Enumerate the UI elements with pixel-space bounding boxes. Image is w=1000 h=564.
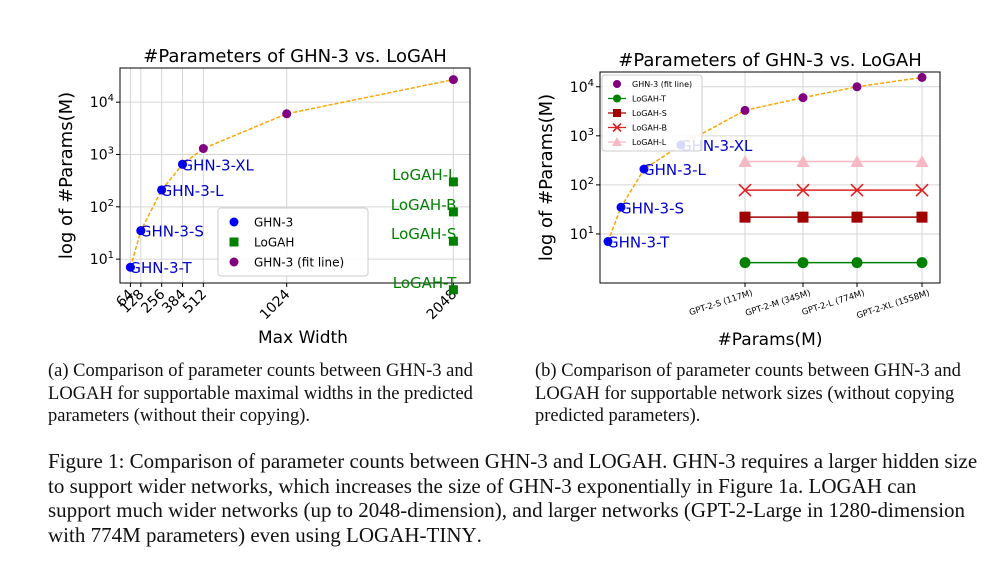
chart-a-legend-label: GHN-3 — [254, 216, 293, 230]
chart-a-annotation: LoGAH-L — [392, 166, 457, 184]
chart-a-xtick-label: 512 — [180, 287, 210, 317]
chart-a-fit-point — [282, 109, 292, 119]
figure-caption: Figure 1: Comparison of parameter counts… — [48, 449, 978, 547]
chart-b-annotation: GHN-3-L — [643, 161, 706, 179]
chart-a-ytick-label: 104 — [90, 93, 114, 111]
chart-b-series-marker — [916, 211, 928, 223]
chart-b-series-marker — [916, 257, 928, 269]
chart-a-frame — [119, 67, 471, 284]
chart-a-title: #Parameters of GHN-3 vs. LoGAH — [143, 46, 447, 67]
chart-a-ytick-label: 102 — [90, 198, 114, 216]
chart-a-ytick-label: 101 — [90, 250, 114, 268]
chart-a: #Parameters of GHN-3 vs. LoGAH 101 102 103 1… — [40, 0, 500, 352]
chart-b-legend-marker — [612, 137, 622, 146]
chart-a-annotation: LoGAH-T — [393, 274, 457, 292]
chart-a-ytick-label: 103 — [90, 145, 114, 163]
chart-a-ylabel: log of #Params(M) — [56, 92, 77, 259]
chart-b-series-marker — [739, 211, 751, 223]
chart-b-legend-label: GHN-3 (fit line) — [632, 80, 692, 89]
chart-b-ylabel: log of #Params(M) — [536, 94, 557, 261]
chart-b-legend-label: LoGAH-B — [632, 124, 667, 133]
chart-b-ytick-label: 103 — [570, 127, 594, 145]
chart-b-series-marker — [850, 154, 864, 167]
chart-a-xtick-label: 1024 — [257, 286, 294, 323]
chart-a-logah-point — [448, 207, 458, 217]
chart-b-legend-marker — [612, 122, 622, 133]
chart-b-title: #Parameters of GHN-3 vs. LoGAH — [618, 50, 922, 71]
chart-a-legend-marker — [229, 237, 239, 247]
chart-b-fit-line — [607, 76, 923, 242]
chart-b-legend-label: LoGAH-L — [632, 138, 667, 147]
chart-a-annotation: GHN-3-S — [140, 223, 204, 241]
chart-b-xtick-label: GPT-2-XL (1558M) — [855, 288, 930, 321]
chart-b-frame — [599, 71, 941, 284]
chart-a-annotation: GHN-3-T — [129, 259, 192, 277]
chart-a-legend-label: GHN-3 (fit line) — [254, 256, 344, 270]
chart-b-series-marker — [738, 154, 752, 167]
chart-b-fit-point — [852, 82, 862, 92]
chart-b-series-marker — [850, 183, 864, 197]
chart-b-ghn3-point — [616, 202, 626, 212]
chart-b-series-marker — [796, 183, 810, 197]
chart-b-ytick-label: 102 — [570, 176, 594, 194]
chart-b-legend-marker — [613, 109, 621, 117]
chart-a-svg: #Parameters of GHN-3 vs. LoGAH 101 102 103 1… — [56, 46, 471, 348]
chart-b-legend-label: LoGAH-S — [632, 109, 667, 118]
chart-b-series-marker — [739, 257, 751, 269]
chart-a-fit-point — [198, 144, 208, 154]
chart-b-series-marker — [797, 257, 809, 269]
chart-a-annotation: LoGAH-S — [391, 225, 456, 243]
chart-a-legend-marker — [229, 217, 239, 227]
chart-b-series-marker — [851, 257, 863, 269]
chart-b-ytick-label: 101 — [570, 225, 594, 243]
chart-a-legend-label: LoGAH — [254, 236, 294, 250]
chart-b-series-marker — [915, 183, 929, 197]
chart-b-series-marker — [851, 211, 863, 223]
chart-a-xlabel: Max Width — [258, 328, 348, 348]
chart-a-logah-point — [448, 236, 458, 246]
chart-b-fit-point — [798, 93, 808, 103]
chart-b-fit-point — [740, 105, 750, 115]
chart-b-annotation: GHN-3-S — [620, 199, 684, 217]
chart-b-legend-label: LoGAH-T — [632, 95, 666, 104]
chart-b-legend — [601, 74, 703, 152]
chart-b-svg: #Parameters of GHN-3 vs. LoGAH 101 102 103 1… — [536, 50, 941, 350]
chart-a-ghn3-point — [136, 226, 146, 236]
chart-b-annotation: GHN-3-T — [607, 234, 670, 252]
chart-b-xlabel: #Params(M) — [718, 330, 823, 350]
chart-b-xtick-label: GPT-2-S (117M) — [688, 288, 754, 318]
subcaption-b: (b) Comparison of parameter counts betwe… — [535, 361, 961, 426]
chart-b: #Parameters of GHN-3 vs. LoGAH 101 102 103 1… — [530, 0, 990, 352]
chart-b-fit-point — [917, 72, 927, 82]
chart-a-ghn3-point — [178, 159, 188, 169]
chart-a-fit-point — [448, 75, 458, 85]
chart-b-series-marker — [797, 211, 809, 223]
chart-b-ghn3-point — [639, 164, 649, 174]
chart-a-legend-marker — [229, 257, 239, 267]
chart-a-annotation: GHN-3-L — [161, 182, 224, 200]
chart-a-annotation: LoGAH-B — [391, 196, 457, 214]
chart-a-logah-point — [448, 177, 458, 187]
chart-b-ytick-label: 104 — [570, 78, 594, 96]
chart-b-legend-marker — [613, 94, 621, 103]
chart-b-series-marker — [796, 154, 810, 167]
chart-b-legend-marker — [613, 80, 621, 88]
chart-b-ghn3-point — [603, 237, 613, 247]
chart-a-ghn3-point — [125, 262, 135, 272]
chart-b-series-marker — [738, 183, 752, 197]
chart-b-series-marker — [915, 154, 929, 167]
chart-a-legend — [217, 207, 369, 277]
chart-a-logah-point — [448, 285, 458, 295]
subcaption-a: (a) Comparison of parameter counts betwe… — [48, 361, 473, 426]
chart-a-annotation: GHN-3-XL — [182, 156, 255, 174]
chart-a-ghn3-point — [157, 185, 167, 195]
